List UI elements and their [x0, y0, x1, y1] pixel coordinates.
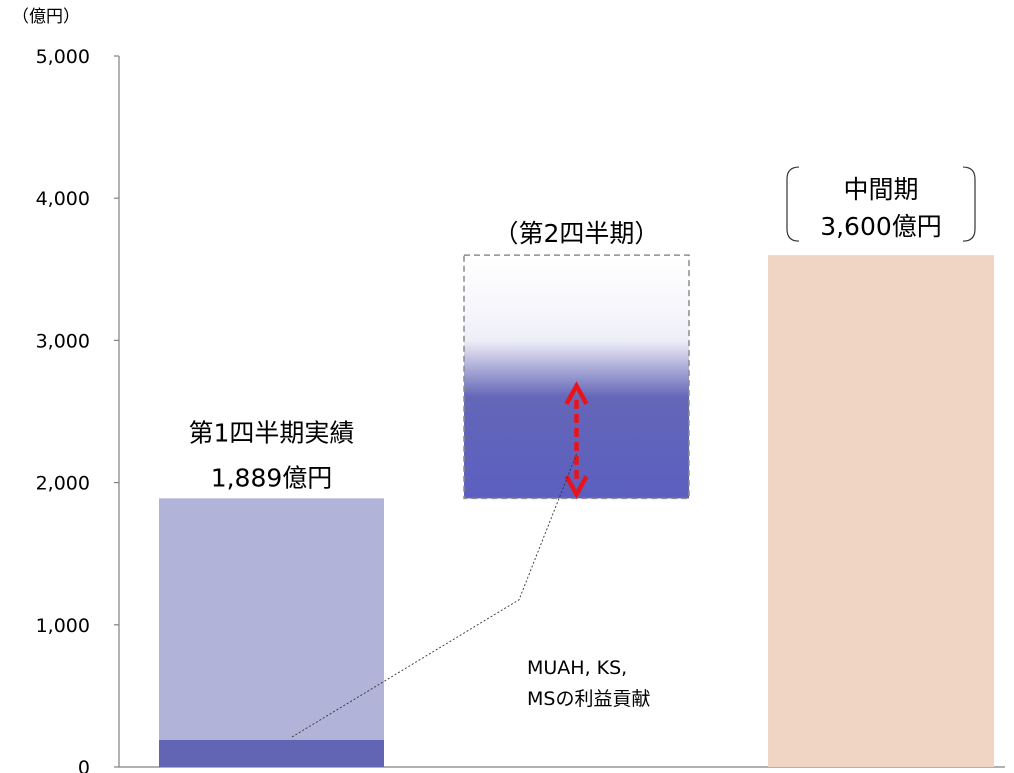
bar-label-interim-line1: 中間期: [843, 175, 918, 204]
bracket-left: [786, 166, 800, 242]
arrow-head-down: [564, 475, 589, 500]
bar-labels: 第1四半期実績 1,889億円 （第2四半期） 中間期 3,600億円 MUAH, KS,…: [189, 166, 976, 738]
bars: [159, 254, 994, 767]
bar-label-q2: （第2四半期）: [494, 219, 660, 248]
y-tick-label: 2,000: [36, 473, 90, 495]
arrow-head-up: [564, 381, 589, 405]
y-tick-label: 0: [78, 757, 90, 773]
y-tick-label: 5,000: [36, 46, 90, 68]
y-tick-label: 4,000: [36, 188, 90, 210]
annotation-line1: MUAH, KS,: [527, 657, 627, 679]
callout-line: [291, 453, 577, 738]
y-axis-unit-label: （億円）: [12, 7, 80, 27]
y-ticks: 0 1,000 2,000 3,000 4,000 5,000: [36, 46, 119, 773]
y-tick-label: 1,000: [36, 615, 90, 637]
bracket-right: [962, 166, 976, 242]
bar-q1-contribution: [159, 739, 384, 767]
bar-label-q1-line1: 第1四半期実績: [189, 418, 355, 447]
bar-label-interim-line2: 3,600億円: [820, 212, 942, 241]
bar-q1: [159, 498, 384, 767]
bar-interim: [768, 255, 994, 767]
annotation-line2: MSの利益貢献: [527, 688, 650, 710]
bar-label-q1-line2: 1,889億円: [211, 463, 333, 492]
y-tick-label: 3,000: [36, 330, 90, 352]
